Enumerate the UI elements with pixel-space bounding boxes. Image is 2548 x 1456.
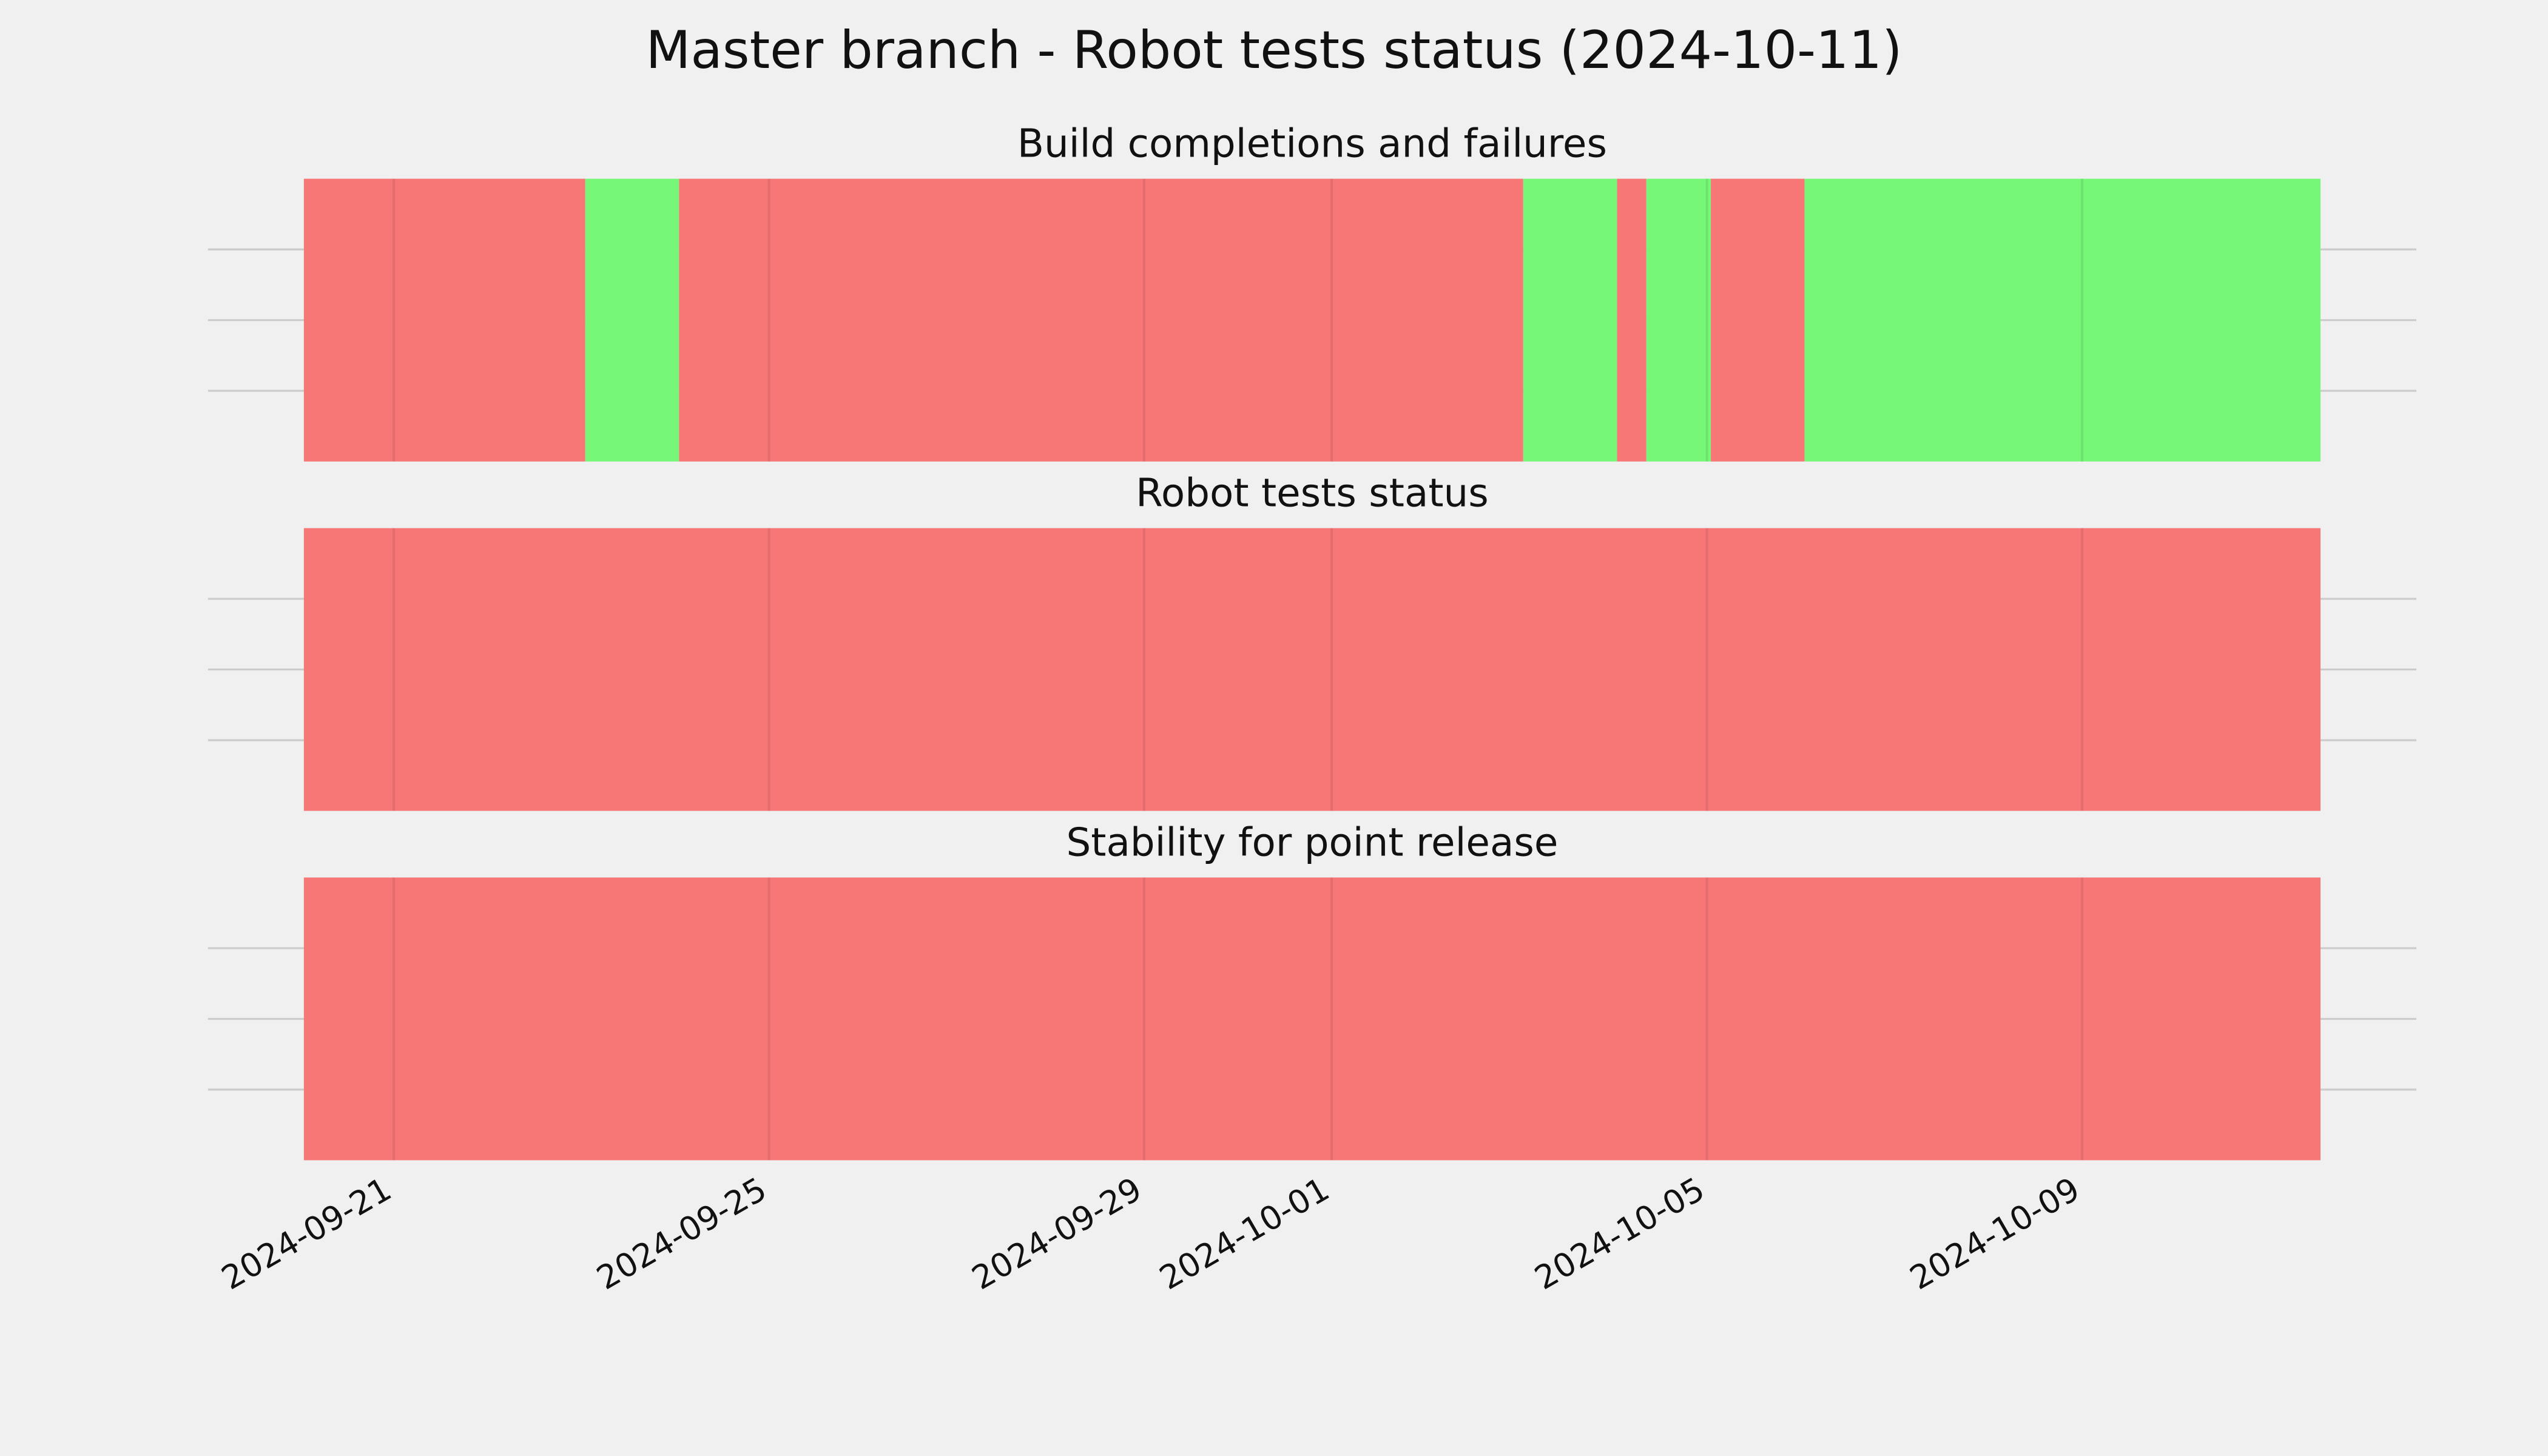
status-segment [303,877,2321,1161]
panel-title: Build completions and failures [1017,121,1607,167]
status-segment [1523,178,1617,462]
status-segment [303,178,585,462]
status-segment [679,178,1523,462]
status-segment [1804,178,2320,462]
panel-title: Stability for point release [1067,820,1559,865]
status-segment [1711,178,1805,462]
panel-title: Robot tests status [1136,471,1489,516]
status-segment [303,528,2321,811]
status-segment [1646,178,1711,462]
status-segment [1617,178,1646,462]
chart-title: Master branch - Robot tests status (2024… [645,20,1902,81]
status-segment [585,178,679,462]
